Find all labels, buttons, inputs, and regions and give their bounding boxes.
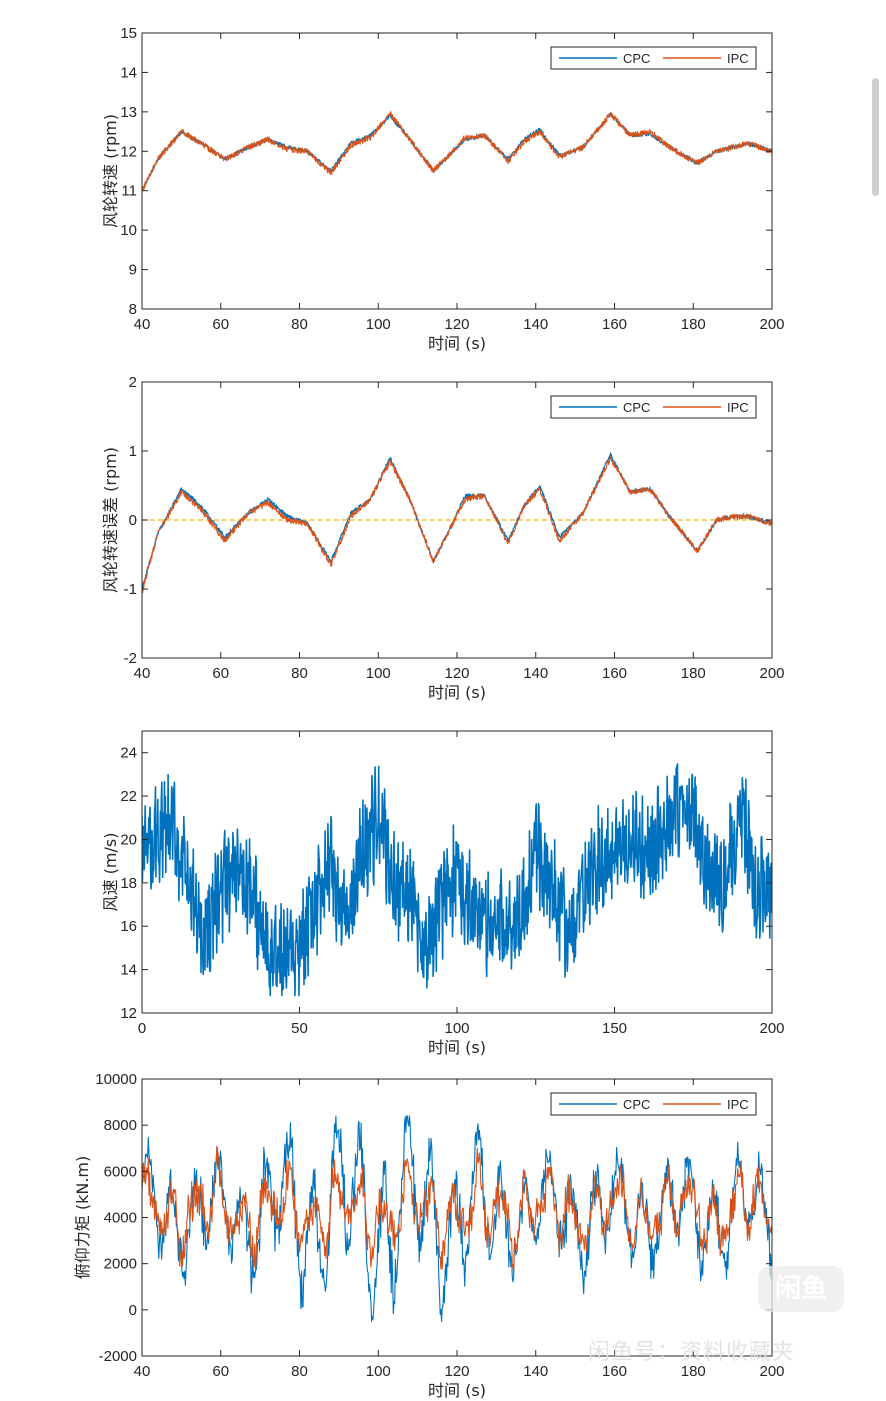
x-tick-label: 60 — [212, 316, 229, 333]
x-tick-label: 100 — [366, 665, 391, 682]
x-tick-label: 80 — [291, 665, 308, 682]
x-tick-label: 200 — [759, 316, 784, 333]
legend-box — [550, 46, 757, 70]
chart-3: 0 50 100 150 200 12 14 16 18 20 22 24 时间 (s) 风速 (m/s) — [101, 730, 785, 1057]
y-tick-label: 2 — [129, 374, 137, 391]
x-axis-label: 时间 (s) — [428, 334, 486, 353]
legend-box — [550, 1092, 757, 1116]
x-tick-label: 40 — [134, 316, 151, 333]
y-axis-label: 俯仰力矩 (kN.m) — [73, 1156, 92, 1279]
legend-label-cpc: CPC — [623, 51, 650, 66]
y-tick-label: 22 — [120, 788, 137, 805]
y-tick-label: 14 — [120, 64, 137, 81]
series-line-ipc — [142, 455, 772, 594]
chart-4: 40 60 80 100 120 140 160 180 200 -2000 0 2000 4000 60… — [73, 1071, 785, 1400]
legend: CPC IPC — [550, 46, 757, 70]
legend-label-cpc: CPC — [623, 1097, 650, 1112]
plot-area — [142, 33, 772, 309]
x-tick-label: 150 — [602, 1020, 627, 1037]
y-tick-label: 11 — [121, 183, 137, 200]
x-tick-label: 160 — [602, 665, 627, 682]
x-tick-label: 100 — [366, 1363, 391, 1380]
legend-label-ipc: IPC — [727, 51, 749, 66]
y-tick-label: 14 — [120, 962, 137, 979]
x-tick-label: 0 — [138, 1020, 146, 1037]
x-tick-label: 160 — [602, 1363, 627, 1380]
x-tick-label: 80 — [291, 316, 308, 333]
x-axis-label: 时间 (s) — [428, 1038, 486, 1057]
y-tick-label: 8000 — [104, 1117, 137, 1134]
y-tick-label: 0 — [129, 1302, 137, 1319]
series-line-ipc — [142, 111, 772, 192]
series-line-wind — [142, 763, 772, 997]
y-tick-label: 15 — [120, 25, 137, 42]
y-tick-label: 6000 — [104, 1163, 137, 1180]
x-tick-label: 50 — [291, 1020, 308, 1037]
legend-label-ipc: IPC — [727, 1097, 749, 1112]
y-axis-label: 风轮转速误差 (rpm) — [101, 447, 120, 593]
y-tick-label: -2 — [124, 650, 137, 667]
y-tick-label: 24 — [120, 745, 137, 762]
x-tick-label: 160 — [602, 316, 627, 333]
y-tick-label: 18 — [120, 875, 137, 892]
x-tick-label: 180 — [681, 1363, 706, 1380]
legend: CPC IPC — [550, 395, 757, 419]
y-tick-label: 16 — [120, 918, 137, 935]
x-tick-label: 200 — [759, 1363, 784, 1380]
y-tick-label: 20 — [120, 831, 137, 848]
x-tick-label: 200 — [759, 1020, 784, 1037]
legend: CPC IPC — [550, 1092, 757, 1116]
scrollbar[interactable] — [872, 78, 879, 196]
data-layer — [142, 1115, 772, 1322]
x-tick-label: 140 — [523, 316, 548, 333]
x-tick-label: 80 — [291, 1363, 308, 1380]
legend-box — [550, 395, 757, 419]
x-tick-label: 60 — [212, 1363, 229, 1380]
data-layer — [142, 763, 772, 997]
y-tick-label: 2000 — [104, 1256, 137, 1273]
x-tick-label: 120 — [444, 1363, 469, 1380]
x-tick-label: 200 — [759, 665, 784, 682]
y-tick-label: 9 — [129, 262, 137, 279]
y-tick-label: 1 — [129, 443, 137, 460]
watermark-text: 闲鱼号：资料收藏夹 — [588, 1340, 796, 1365]
y-axis-label: 风轮转速 (rpm) — [101, 114, 120, 228]
x-tick-label: 120 — [444, 316, 469, 333]
x-tick-label: 140 — [523, 665, 548, 682]
x-tick-label: 180 — [681, 316, 706, 333]
x-tick-label: 100 — [444, 1020, 469, 1037]
y-tick-label: 12 — [120, 1005, 137, 1022]
y-tick-label: 0 — [129, 512, 137, 529]
x-axis-label: 时间 (s) — [428, 683, 486, 702]
x-tick-label: 120 — [444, 665, 469, 682]
x-tick-label: 60 — [212, 665, 229, 682]
y-tick-label: 8 — [129, 301, 137, 318]
x-tick-label: 40 — [134, 665, 151, 682]
y-tick-label: 10 — [120, 222, 137, 239]
x-tick-label: 140 — [523, 1363, 548, 1380]
y-tick-label: -2000 — [99, 1348, 137, 1365]
y-tick-label: 12 — [120, 143, 137, 160]
data-layer — [142, 452, 772, 594]
y-tick-label: 13 — [120, 104, 137, 121]
data-layer — [142, 111, 772, 192]
x-tick-label: 100 — [366, 316, 391, 333]
legend-label-ipc: IPC — [727, 400, 749, 415]
series-line-ipc — [142, 1145, 772, 1273]
y-tick-label: -1 — [124, 581, 137, 598]
x-tick-label: 40 — [134, 1363, 151, 1380]
y-tick-label: 10000 — [95, 1071, 137, 1088]
y-axis-label: 风速 (m/s) — [101, 833, 120, 912]
legend-label-cpc: CPC — [623, 400, 650, 415]
x-axis-label: 时间 (s) — [428, 1381, 486, 1400]
chart-1: 40 60 80 100 120 140 160 180 200 8 9 10 11 12 13 14 15 时间… — [101, 25, 785, 353]
y-tick-label: 4000 — [104, 1210, 137, 1227]
chart-2: 40 60 80 100 120 140 160 180 200 -2 -1 0 1 2 时间 (s) 风轮转… — [101, 374, 785, 702]
x-tick-label: 180 — [681, 665, 706, 682]
watermark-logo: 闲鱼 — [758, 1266, 844, 1312]
